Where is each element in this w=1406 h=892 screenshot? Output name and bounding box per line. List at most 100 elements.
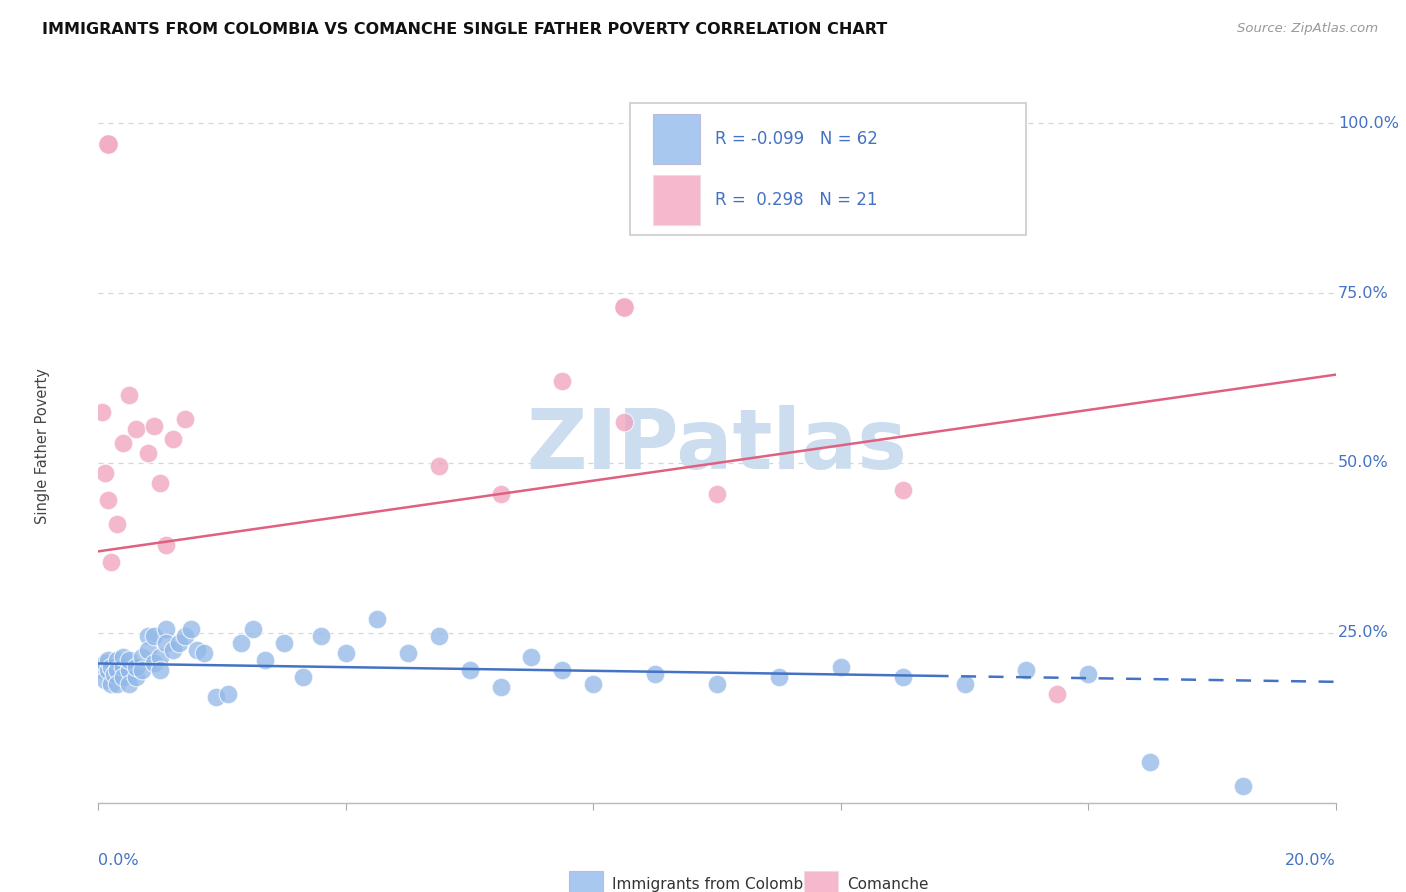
Point [551,375,574,389]
Point [162,432,184,446]
Text: Comanche: Comanche [846,878,928,892]
Point [830,660,852,674]
Point [112,660,135,674]
Point [366,612,388,626]
Text: Single Father Poverty: Single Father Poverty [35,368,51,524]
Point [131,649,153,664]
Point [953,677,976,691]
Point [1139,755,1161,769]
Point [254,653,277,667]
Point [112,649,135,664]
Point [174,629,197,643]
Text: R = -0.099   N = 62: R = -0.099 N = 62 [714,130,877,148]
Point [124,670,146,684]
Point [242,623,264,637]
Point [97,493,120,508]
Point [143,657,166,671]
Point [100,677,122,691]
Point [112,670,135,684]
Text: 100.0%: 100.0% [1339,116,1399,131]
Point [105,677,128,691]
Point [217,687,239,701]
FancyBboxPatch shape [652,114,700,164]
Point [706,486,728,500]
Text: 75.0%: 75.0% [1339,285,1389,301]
Point [149,649,172,664]
Point [118,677,141,691]
Point [520,649,543,664]
Point [155,623,177,637]
Point [205,690,228,705]
Point [124,422,146,436]
Point [186,643,208,657]
Point [136,643,159,657]
Point [1015,663,1038,677]
Point [136,446,159,460]
Point [124,660,146,674]
Point [112,435,135,450]
Point [174,412,197,426]
Point [582,677,605,691]
Point [149,476,172,491]
Point [273,636,295,650]
Text: 25.0%: 25.0% [1339,625,1389,640]
Point [458,663,481,677]
Point [613,300,636,314]
FancyBboxPatch shape [652,175,700,225]
Point [100,660,122,674]
Point [427,459,450,474]
Point [1232,779,1254,793]
Point [155,537,177,551]
Point [335,646,357,660]
Point [136,629,159,643]
Point [291,670,314,684]
Point [143,418,166,433]
Point [90,405,112,419]
Point [396,646,419,660]
Point [143,629,166,643]
FancyBboxPatch shape [630,103,1026,235]
Point [93,466,115,480]
Text: IMMIGRANTS FROM COLOMBIA VS COMANCHE SINGLE FATHER POVERTY CORRELATION CHART: IMMIGRANTS FROM COLOMBIA VS COMANCHE SIN… [42,22,887,37]
Point [613,415,636,429]
Point [1077,666,1099,681]
Point [100,555,122,569]
FancyBboxPatch shape [568,871,603,892]
Point [229,636,252,650]
Point [105,653,128,667]
Point [118,388,141,402]
Point [103,666,125,681]
Point [193,646,215,660]
Text: R =  0.298   N = 21: R = 0.298 N = 21 [714,191,877,209]
Point [105,517,128,532]
Point [768,670,790,684]
Point [90,663,112,677]
Point [97,136,120,151]
Point [427,629,450,643]
Point [891,483,914,498]
Point [118,653,141,667]
Text: 20.0%: 20.0% [1285,853,1336,868]
Point [1046,687,1069,701]
Point [309,629,332,643]
Point [118,663,141,677]
Point [180,623,202,637]
Point [155,636,177,650]
Point [891,670,914,684]
Text: 0.0%: 0.0% [98,853,139,868]
Point [149,663,172,677]
Text: Source: ZipAtlas.com: Source: ZipAtlas.com [1237,22,1378,36]
Point [131,663,153,677]
Point [97,663,120,677]
Point [162,643,184,657]
Point [489,486,512,500]
Point [644,666,666,681]
Point [105,663,128,677]
Point [551,663,574,677]
Point [167,636,190,650]
Point [489,680,512,694]
Text: Immigrants from Colombia: Immigrants from Colombia [612,878,817,892]
Text: ZIPatlas: ZIPatlas [527,406,907,486]
Point [706,677,728,691]
Point [97,653,120,667]
